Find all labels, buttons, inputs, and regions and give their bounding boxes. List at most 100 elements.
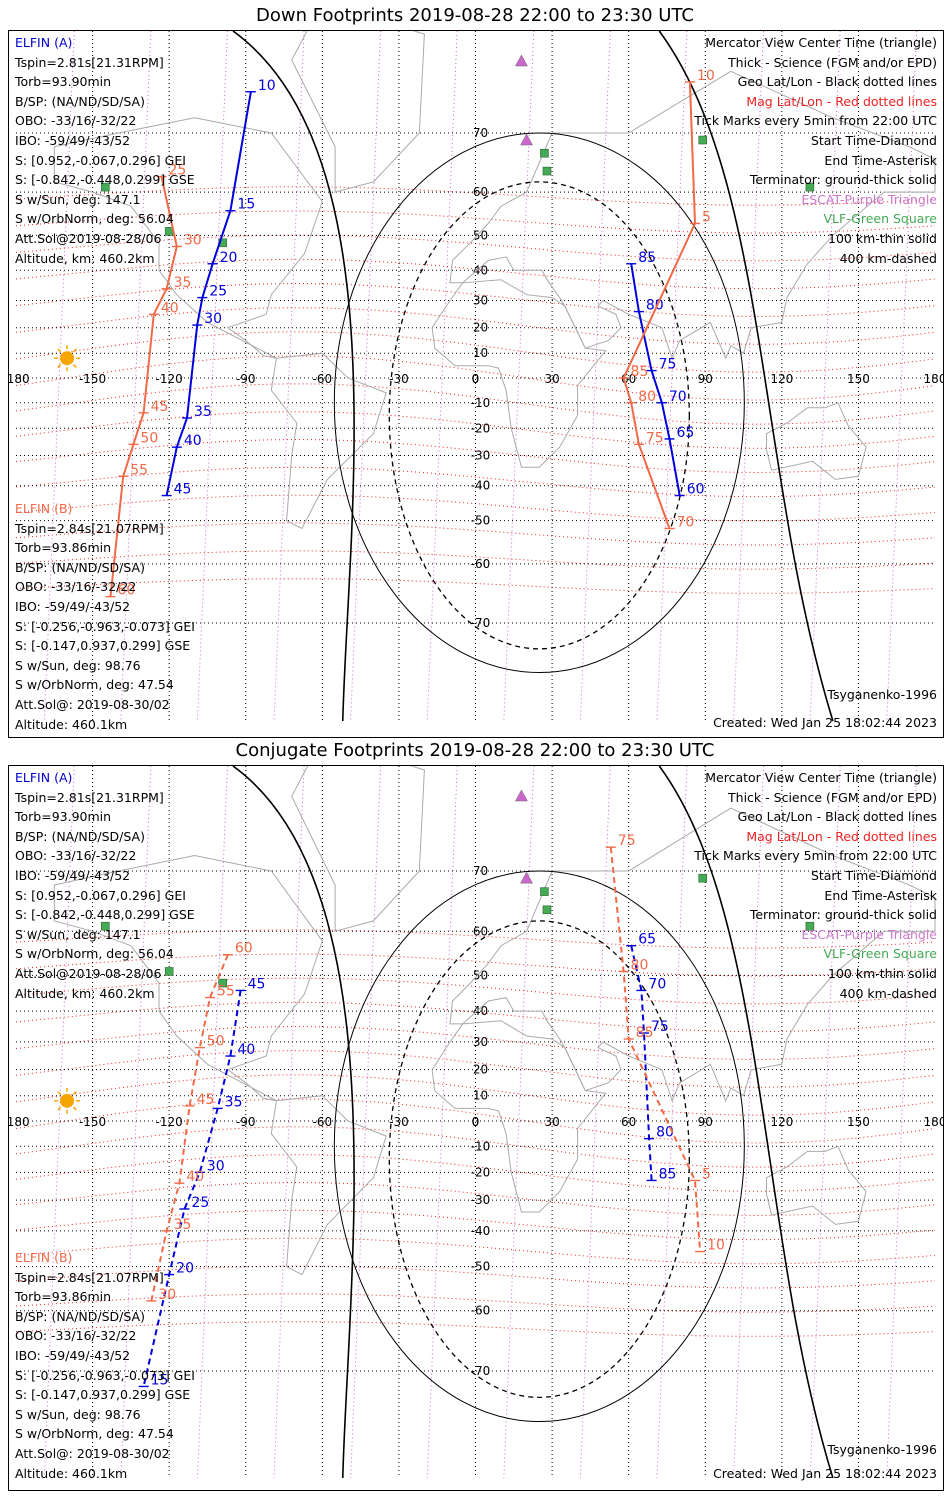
- mag-lon-line: [43, 766, 75, 1479]
- lon-tick-label: 180: [924, 372, 943, 386]
- legend-item: Start Time-Diamond: [810, 867, 937, 883]
- mag-lat-line: [15, 1154, 936, 1192]
- track-time-label: 45: [174, 482, 192, 498]
- elfin-a-label: ELFIN (A): [15, 770, 73, 785]
- legend-item: Thick - Science (FGM and/or EPD): [728, 789, 937, 805]
- coastline: [270, 352, 387, 530]
- track-time-label: 85: [631, 364, 649, 380]
- elfin-b-info: ELFIN (B) Tspin=2.84s[21.07RPM] Torb=93.…: [15, 1248, 195, 1483]
- mag-lat-line: [15, 1265, 936, 1289]
- legend-item: 100 km-thin solid: [828, 230, 937, 246]
- mag-lon-line: [809, 766, 841, 1479]
- vlf-square: [218, 978, 228, 988]
- map-layer: -180 -150 -120 -90 -60 -30 0 30 60 90 120 150 180 70 6…: [9, 31, 943, 722]
- legend-item: Geo Lat/Lon - Black dotted lines: [737, 74, 937, 90]
- escat-triangle: [520, 871, 533, 884]
- lat-tick-label: 10: [473, 1089, 488, 1103]
- elfin-a-info: ELFIN (A) Tspin=2.81s[21.31RPM] Torb=93.…: [15, 768, 195, 1003]
- track-time-label: 80: [638, 389, 656, 405]
- info-line: B/SP: (NA/ND/SD/SA): [15, 1308, 145, 1324]
- lat-tick-label: -30: [471, 1193, 491, 1207]
- info-line: Altitude: 460.1km: [15, 716, 128, 732]
- legend-item: Terminator: ground-thick solid: [749, 172, 937, 188]
- sun-icon: [60, 351, 75, 366]
- info-line: S: [-0.147,0.937,0.299] GSE: [15, 1387, 191, 1403]
- legend-item: Mag Lat/Lon - Red dotted lines: [746, 93, 937, 109]
- mag-lon-line: [733, 766, 765, 1479]
- info-line: S w/Sun, deg: 147.1: [15, 191, 141, 207]
- legend-item: ESCAT-Purple Triangle: [801, 191, 937, 207]
- vlf-square: [542, 905, 552, 915]
- track-time-label: 85: [659, 1166, 677, 1182]
- lon-tick-label: -180: [9, 372, 30, 386]
- info-line: S: [-0.842,-0.448,0.299] GSE: [15, 172, 195, 188]
- elfin-b-track: [109, 176, 178, 597]
- lon-tick-label: -30: [389, 372, 409, 386]
- info-line: S w/Sun, deg: 147.1: [15, 926, 141, 942]
- lat-tick-label: -10: [471, 1139, 491, 1153]
- lon-tick-label: -30: [389, 1115, 409, 1129]
- track-time-label: 20: [220, 250, 238, 266]
- coastline: [431, 1020, 607, 1213]
- track-time-label: 80: [631, 957, 649, 973]
- vlf-square: [540, 887, 549, 896]
- lat-tick-label: -20: [471, 421, 491, 435]
- lat-tick-label: -10: [471, 396, 491, 410]
- legend-item: Tick Marks every 5min from 22:00 UTC: [694, 113, 937, 129]
- track-time-label: 45: [151, 399, 169, 415]
- track-time-label: 60: [117, 583, 135, 599]
- lon-tick-label: 120: [770, 1115, 793, 1129]
- info-line: S: [-0.842,-0.448,0.299] GSE: [15, 907, 195, 923]
- track-time-label: 75: [651, 1019, 669, 1035]
- coastline: [53, 854, 323, 1102]
- terminator-line: [658, 31, 834, 722]
- mag-lon-line: [196, 31, 228, 722]
- track-time-label: 40: [186, 1169, 204, 1185]
- lon-tick-label: 90: [698, 372, 713, 386]
- mag-lat-line: [15, 258, 936, 290]
- mag-lon-line: [426, 766, 458, 1479]
- info-line: S w/OrbNorm, deg: 47.54: [15, 677, 174, 693]
- sun-ray: [72, 364, 77, 368]
- legend-item: End Time-Asterisk: [824, 152, 937, 168]
- lon-tick-label: 150: [847, 372, 870, 386]
- lat-tick-label: 50: [473, 968, 488, 982]
- track-time-label: 80: [656, 1125, 674, 1141]
- track-time-label: 50: [140, 430, 158, 446]
- track-time-label: 70: [677, 515, 695, 531]
- legend-item: 400 km-dashed: [839, 250, 937, 266]
- lon-tick-label: 60: [621, 1115, 636, 1129]
- lat-tick-label: 20: [473, 321, 488, 335]
- info-line: S: [0.952,-0.067,0.296] GEI: [15, 887, 186, 903]
- info-line: Torb=93.86min: [15, 1289, 112, 1305]
- model-label: Tsyganenko-1996: [827, 1442, 937, 1457]
- map-canvas: -180 -150 -120 -90 -60 -30 0 30 60 90 120 150 180 70 6…: [9, 766, 943, 1479]
- mag-lat-line: [15, 438, 936, 474]
- elfin-a-info: ELFIN (A) Tspin=2.81s[21.31RPM] Torb=93.…: [15, 33, 195, 268]
- vlf-square: [698, 873, 707, 883]
- track-time-label: 60: [235, 941, 253, 957]
- terminator-line: [232, 766, 355, 1479]
- vlf-square: [101, 182, 110, 192]
- track-time-label: 10: [258, 78, 276, 94]
- lat-tick-label: -40: [471, 479, 491, 493]
- info-line: OBO: -33/16/-32/22: [15, 113, 137, 129]
- panel-2-title: Conjugate Footprints 2019-08-28 22:00 to…: [235, 740, 715, 761]
- info-line: B/SP: (NA/ND/SD/SA): [15, 559, 145, 575]
- vlf-square: [805, 182, 815, 192]
- vlf-square: [542, 166, 552, 176]
- mag-lon-line: [273, 31, 305, 722]
- mag-lon-line: [579, 766, 611, 1479]
- info-line: Torb=93.90min: [15, 809, 112, 825]
- lat-zero-label: 0: [472, 1115, 480, 1129]
- coastline: [449, 70, 936, 360]
- track-time-label: 15: [151, 1372, 169, 1388]
- lon-tick-label: -150: [79, 1115, 106, 1129]
- info-line: S w/OrbNorm, deg: 56.04: [15, 946, 174, 962]
- sun-ray: [57, 364, 62, 368]
- track-time-label: 30: [207, 1158, 225, 1174]
- lat-tick-label: 50: [473, 228, 488, 242]
- track-time-label: 75: [659, 357, 677, 373]
- model-label: Tsyganenko-1996: [827, 687, 937, 702]
- vlf-square: [101, 921, 110, 931]
